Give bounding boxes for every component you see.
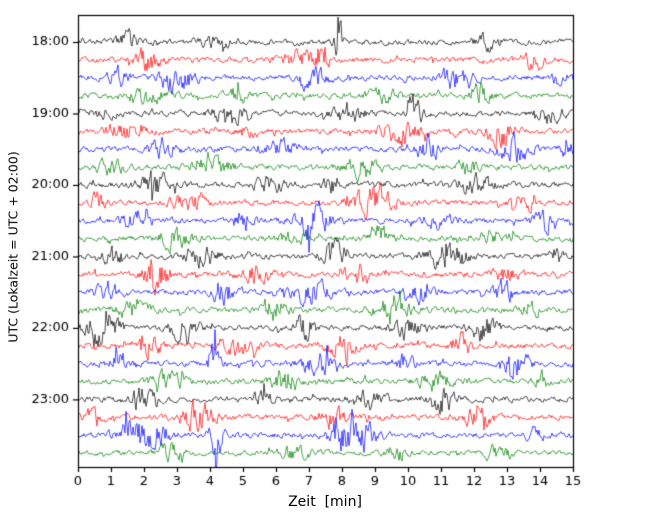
y-axis-title: UTC (Lokalzeit = UTC + 02:00) (5, 151, 21, 343)
x-axis-title: Zeit [min] (288, 494, 362, 510)
